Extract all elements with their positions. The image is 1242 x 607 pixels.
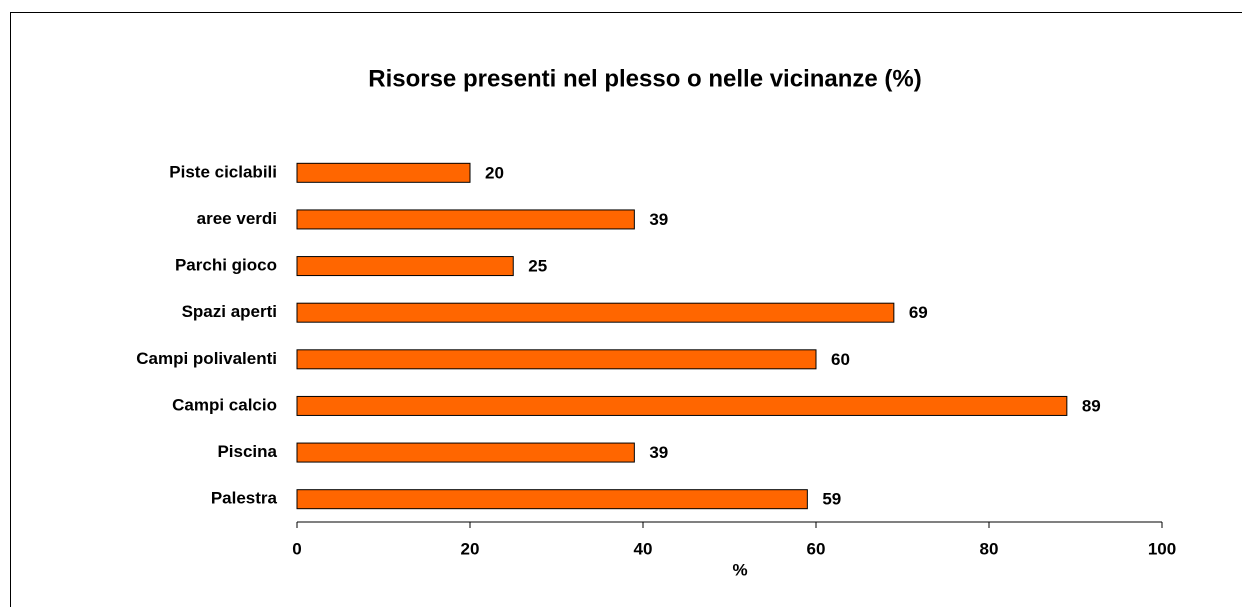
bar <box>296 209 635 230</box>
value-label: 69 <box>909 303 928 322</box>
x-tick-label: 80 <box>980 539 999 558</box>
y-tick-label: Campi polivalenti <box>136 349 277 368</box>
value-label: 25 <box>528 257 547 276</box>
bar <box>296 489 808 510</box>
y-tick-label: Campi calcio <box>172 395 277 414</box>
y-tick-label: Parchi gioco <box>175 256 277 275</box>
chart-title: Risorse presenti nel plesso o nelle vici… <box>368 65 922 92</box>
bar <box>296 302 895 323</box>
bar <box>296 256 514 277</box>
y-tick-label: Spazi aperti <box>182 302 277 321</box>
x-axis-label: % <box>732 560 747 579</box>
bar <box>296 349 817 370</box>
value-label: 39 <box>649 210 668 229</box>
y-tick-label: Palestra <box>211 489 278 508</box>
value-label: 60 <box>831 350 850 369</box>
x-tick-label: 40 <box>634 539 653 558</box>
bar <box>296 162 471 183</box>
y-tick-label: Piste ciclabili <box>169 162 277 181</box>
bar <box>296 395 1068 416</box>
x-tick-label: 100 <box>1148 539 1176 558</box>
bar <box>296 442 635 463</box>
x-tick-label: 0 <box>292 539 301 558</box>
y-tick-label: Piscina <box>217 442 277 461</box>
x-tick-label: 60 <box>807 539 826 558</box>
x-tick-label: 20 <box>461 539 480 558</box>
y-tick-label: aree verdi <box>197 209 277 228</box>
value-label: 20 <box>485 163 504 182</box>
value-label: 89 <box>1082 396 1101 415</box>
value-label: 39 <box>649 443 668 462</box>
value-label: 59 <box>822 490 841 509</box>
